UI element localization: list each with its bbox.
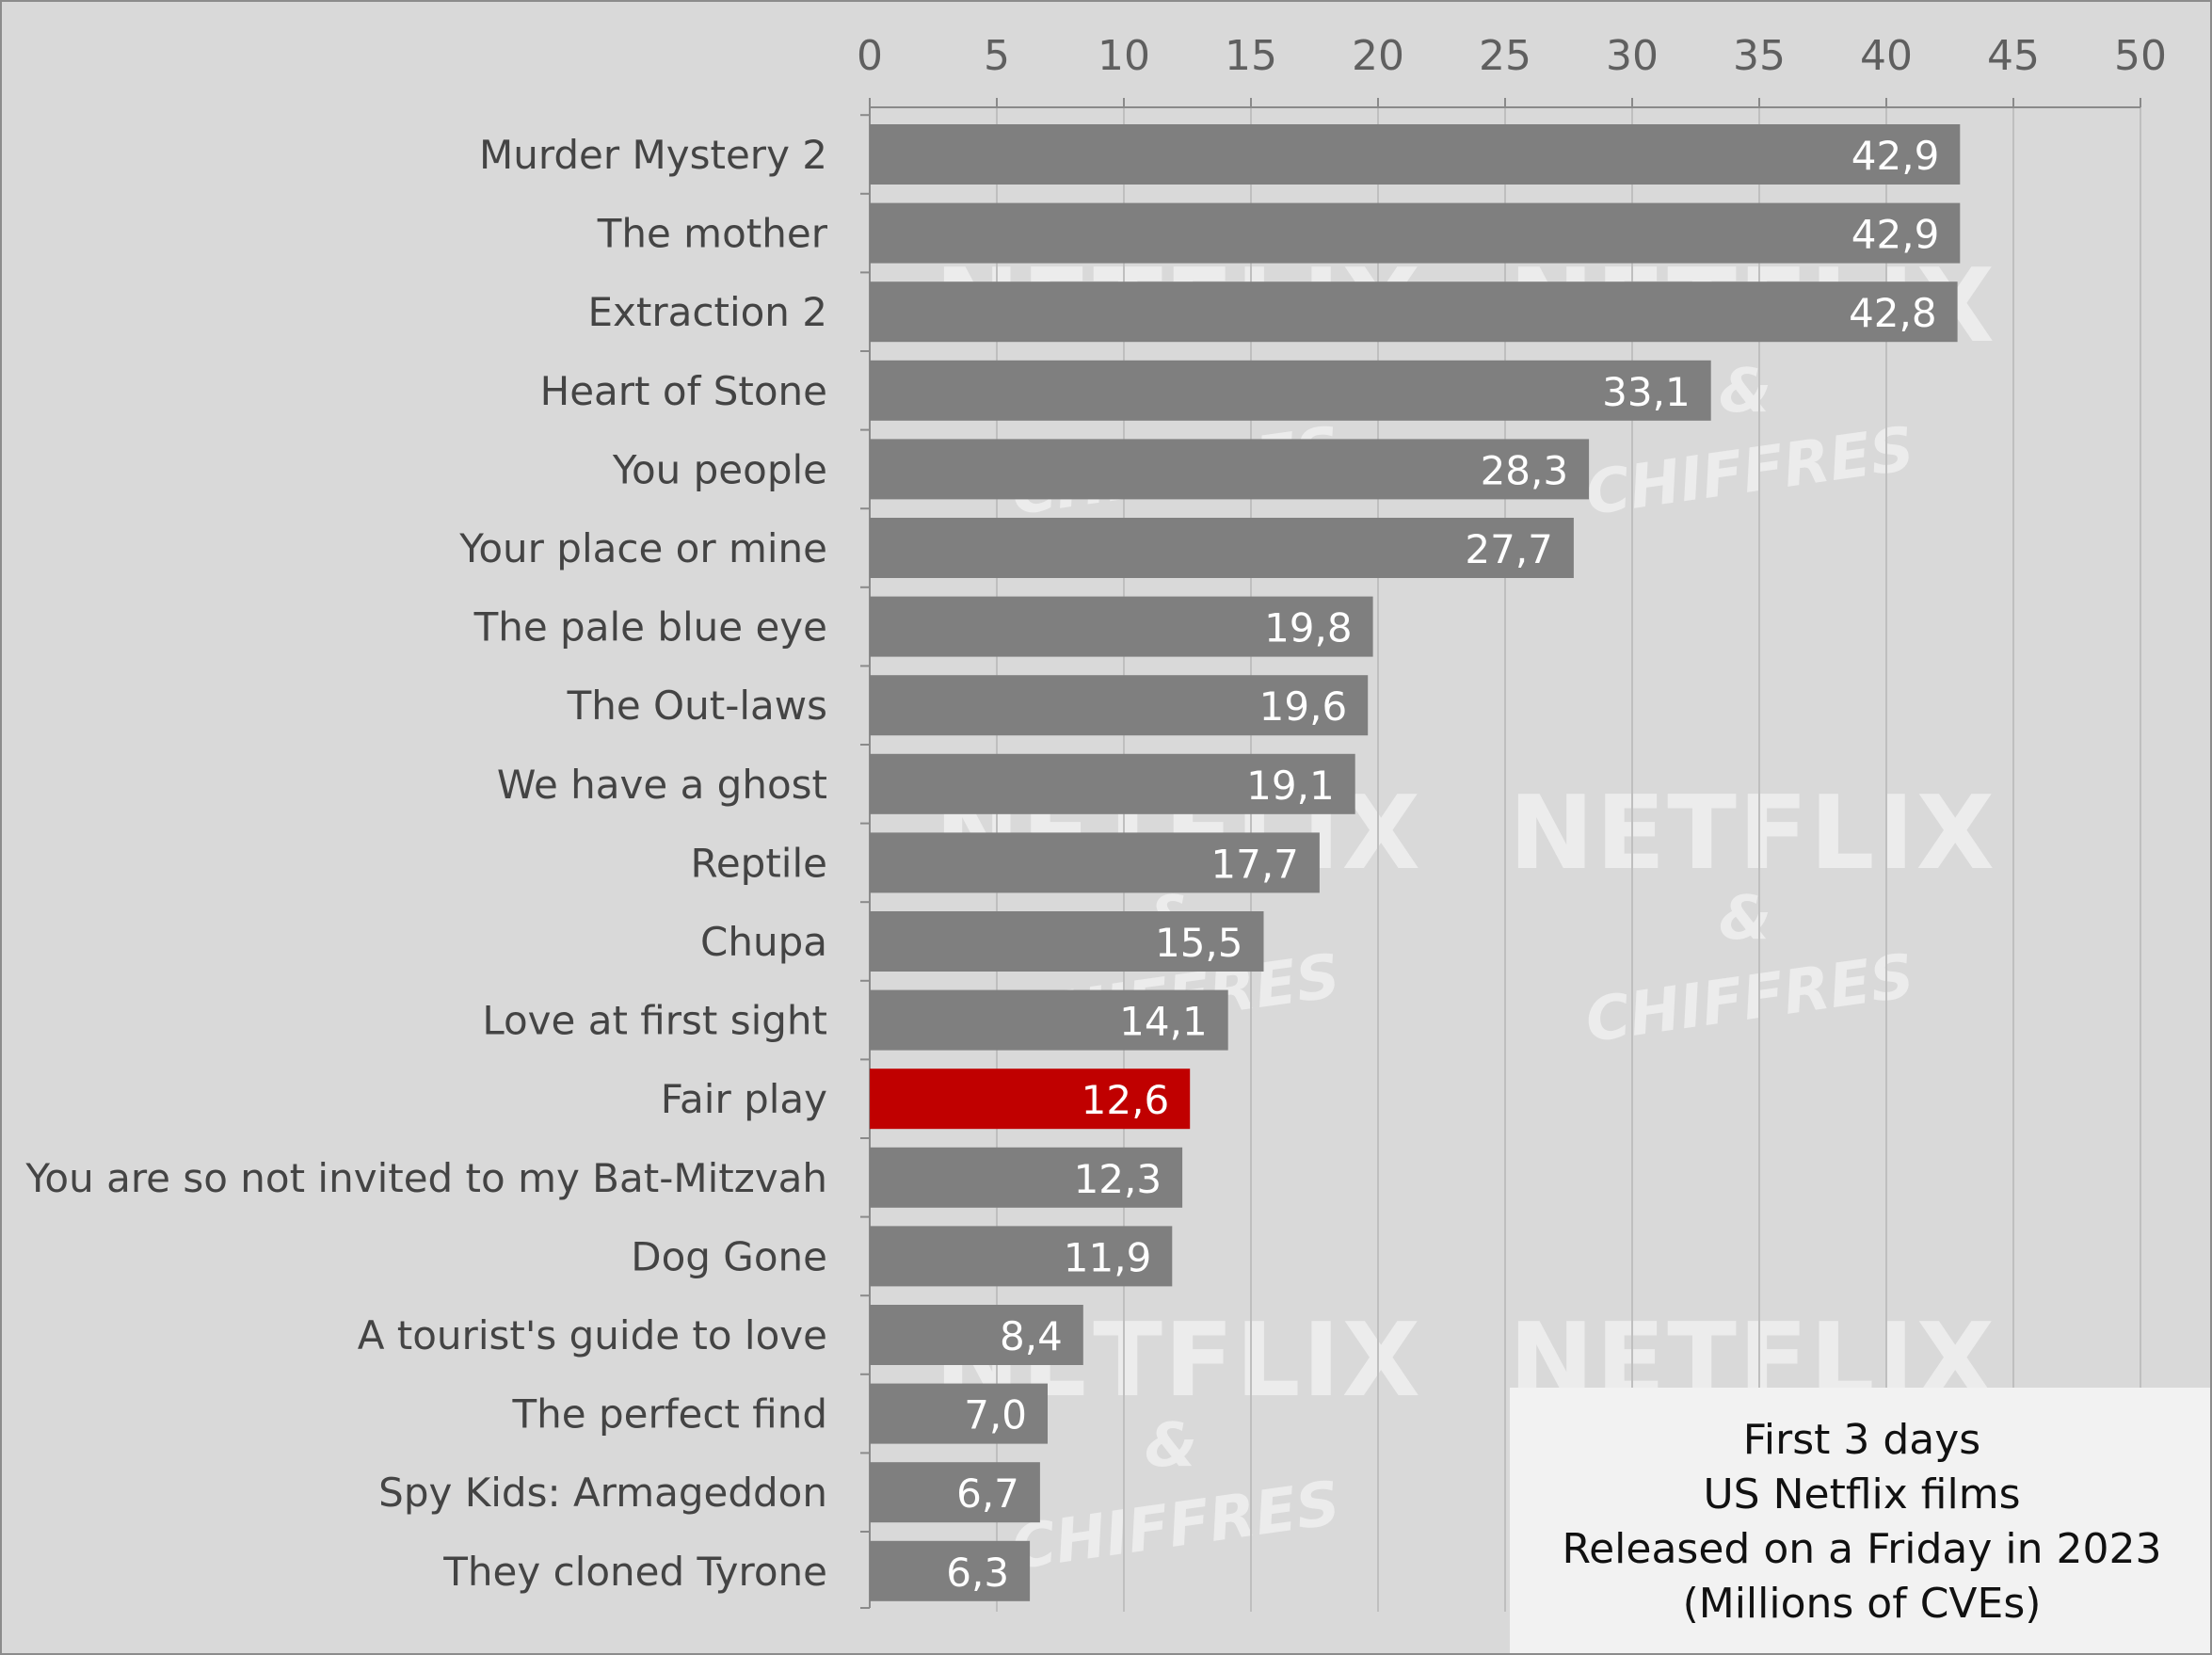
x-tick-label: 25 — [1479, 32, 1531, 80]
x-tick-label: 40 — [1860, 32, 1913, 80]
value-label: 7,0 — [964, 1392, 1027, 1438]
value-label: 27,7 — [1465, 526, 1553, 572]
value-label: 8,4 — [1000, 1313, 1063, 1359]
bar — [870, 281, 1958, 343]
bar-highlighted — [870, 1069, 1191, 1130]
bar — [870, 1462, 1040, 1523]
bar — [870, 675, 1369, 736]
bar — [870, 1226, 1173, 1287]
value-label: 15,5 — [1155, 920, 1243, 966]
category-label: Reptile — [691, 840, 827, 886]
value-label: 33,1 — [1602, 369, 1691, 415]
value-label: 12,3 — [1074, 1156, 1162, 1202]
x-tick-label: 30 — [1606, 32, 1659, 80]
watermark-chiffres: CHIFFRES — [1007, 1469, 1344, 1583]
category-label: The Out-laws — [567, 683, 827, 729]
value-label: 14,1 — [1119, 999, 1208, 1045]
value-label: 11,9 — [1064, 1234, 1152, 1280]
category-labels: Murder Mystery 2 The mother Extraction 2 He… — [24, 132, 827, 1595]
category-label: We have a ghost — [497, 762, 827, 808]
bar — [870, 989, 1228, 1051]
value-label: 42,9 — [1851, 212, 1940, 258]
category-label: The perfect find — [511, 1391, 827, 1438]
caption-line-2: US Netflix films — [1703, 1470, 2021, 1518]
bar — [870, 1540, 1031, 1601]
watermark-netflix: NETFLIX — [1509, 775, 1996, 892]
category-label: Your place or mine — [458, 525, 827, 571]
value-label: 42,8 — [1849, 290, 1937, 336]
category-label: The pale blue eye — [473, 604, 827, 651]
bars — [870, 124, 1961, 1601]
category-label: Extraction 2 — [588, 289, 827, 335]
bar — [870, 911, 1264, 972]
watermark-logo: NETFLIX&CHIFFRES — [1509, 775, 1996, 1056]
category-label: Fair play — [661, 1076, 827, 1122]
bar — [870, 1305, 1083, 1365]
value-label: 42,9 — [1851, 133, 1940, 179]
category-label: Chupa — [700, 919, 827, 965]
x-tick-label: 35 — [1733, 32, 1786, 80]
bar — [870, 596, 1373, 657]
watermark-ampersand: & — [1719, 884, 1771, 954]
category-label: The mother — [597, 211, 828, 257]
chart-caption: First 3 days US Netflix films Released o… — [1510, 1388, 2210, 1653]
bar — [870, 202, 1961, 264]
watermark-logo: NETFLIX&CHIFFRES — [1509, 248, 1995, 529]
bar — [870, 360, 1711, 421]
x-tick-label: 10 — [1098, 32, 1150, 80]
bar — [870, 124, 1961, 185]
caption-line-3: Released on a Friday in 2023 — [1562, 1525, 2162, 1573]
value-label: 28,3 — [1481, 447, 1569, 493]
bar — [870, 439, 1590, 500]
value-label: 6,7 — [956, 1470, 1019, 1517]
value-label: 19,8 — [1264, 605, 1353, 651]
category-label: Spy Kids: Armageddon — [378, 1470, 827, 1516]
watermark-ampersand: & — [1719, 357, 1771, 426]
x-tick-label: 45 — [1987, 32, 2040, 80]
value-label: 17,7 — [1210, 841, 1299, 887]
category-label: You are so not invited to my Bat-Mitzvah — [24, 1155, 827, 1201]
value-label: 19,6 — [1259, 683, 1348, 730]
bar — [870, 518, 1574, 578]
x-tick-label: 5 — [984, 32, 1010, 80]
x-tick-label: 20 — [1352, 32, 1404, 80]
category-label: Murder Mystery 2 — [479, 132, 827, 178]
category-label: A tourist's guide to love — [358, 1312, 827, 1358]
bar — [870, 832, 1320, 893]
category-label: You people — [612, 446, 827, 492]
value-label: 19,1 — [1246, 763, 1335, 809]
category-label: Heart of Stone — [540, 368, 827, 414]
value-labels: 42,9 42,9 42,8 33,1 28,3 27,7 19,8 19,6 19,1 17,7… — [946, 133, 1939, 1596]
value-label: 12,6 — [1082, 1077, 1170, 1123]
bar — [870, 753, 1355, 814]
category-label: They cloned Tyrone — [442, 1549, 827, 1595]
caption-line-4: (Millions of CVEs) — [1682, 1580, 2042, 1628]
category-label: Dog Gone — [631, 1233, 827, 1279]
value-label: 6,3 — [946, 1550, 1009, 1596]
watermark-ampersand: & — [1145, 1411, 1197, 1481]
caption-line-1: First 3 days — [1742, 1416, 1981, 1464]
bar — [870, 1147, 1183, 1208]
bar — [870, 1383, 1048, 1444]
x-tick-label: 0 — [857, 32, 883, 80]
x-tick-label: 50 — [2114, 32, 2167, 80]
category-label: Love at first sight — [482, 998, 827, 1044]
x-tick-label: 15 — [1225, 32, 1277, 80]
